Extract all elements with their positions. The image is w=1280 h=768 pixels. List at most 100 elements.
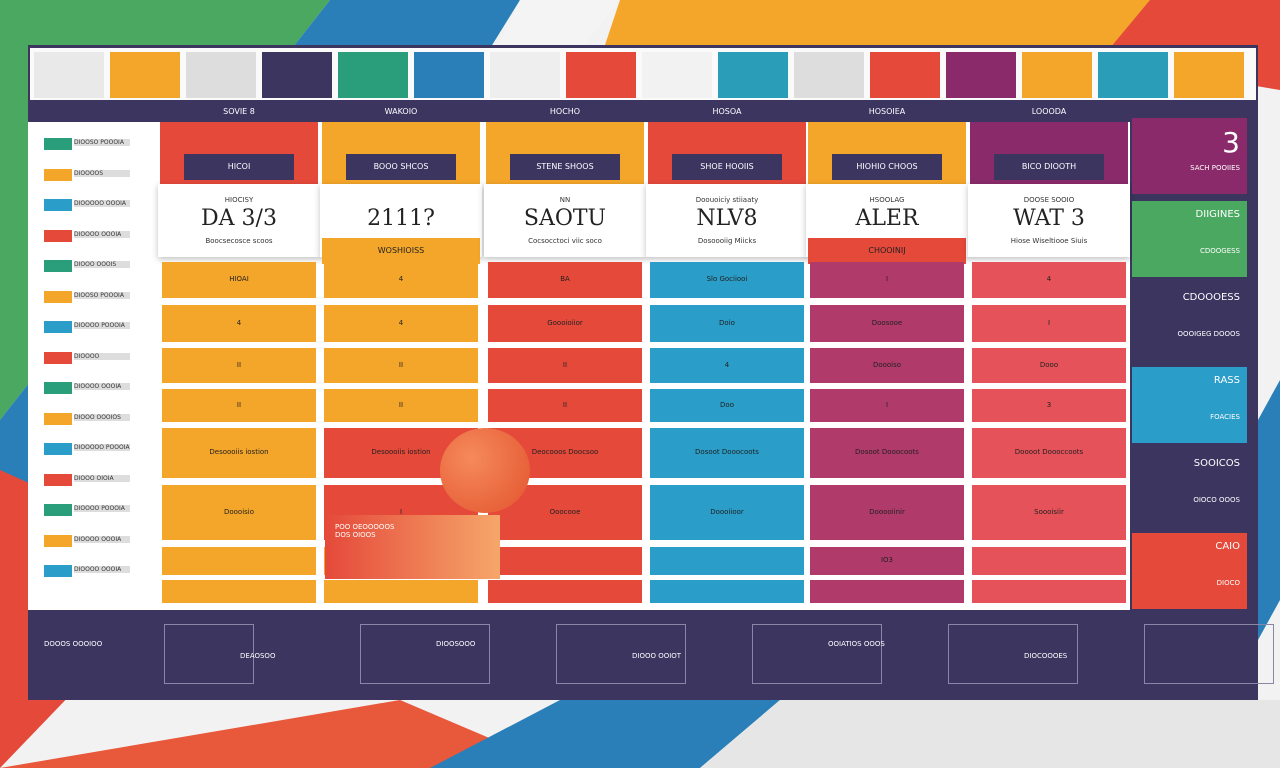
cell <box>972 262 1126 298</box>
cell <box>972 428 1126 478</box>
footer-block <box>1144 624 1274 684</box>
footer-label: DOOOS OOOIOO <box>44 640 103 648</box>
header-tab[interactable]: HOSOA <box>712 107 742 116</box>
cell <box>650 305 804 342</box>
thumbnail <box>870 52 940 98</box>
header-tab[interactable]: LOOODA <box>1031 107 1067 116</box>
cell <box>162 547 316 575</box>
sidebar-icon <box>44 351 72 364</box>
cell <box>324 305 478 342</box>
cell-text: Soooisiir <box>1034 507 1064 516</box>
panel-title: 3 <box>1222 126 1240 159</box>
cell-text: II <box>236 400 242 409</box>
cell-text: Goooioiior <box>547 318 583 327</box>
cell-text: Doooiso <box>872 360 902 369</box>
panel-text: CDOOGESS <box>1199 247 1240 255</box>
column-tag: HICOI <box>184 154 294 180</box>
cell <box>650 485 804 540</box>
thumbnail <box>566 52 636 98</box>
header-bar <box>28 102 1130 122</box>
card-label: DOOSE SOOIO <box>1023 196 1075 204</box>
cell <box>488 305 642 342</box>
card-subtitle: Dosoooiig Miicks <box>697 237 757 245</box>
cell-text: Desoooiis iostion <box>209 448 269 456</box>
footer-label: DIOOO OOIOT <box>632 652 682 660</box>
cell-text: Doosooe <box>871 318 903 327</box>
sidebar-label: DIOOOOS <box>74 169 130 177</box>
sidebar-icon <box>44 321 72 333</box>
header-tab[interactable]: HOCHO <box>549 107 581 116</box>
panel-text: OIOCO OOOS <box>1193 496 1240 504</box>
card-title: SAOTU <box>523 206 607 231</box>
sidebar-label: DIOOO OOOIS <box>74 261 130 268</box>
column-tag: HIOHIO CHOOS <box>832 154 942 180</box>
sidebar-icon <box>44 504 72 516</box>
cell-text: Dosoot Dooocoots <box>855 448 919 456</box>
cell <box>972 485 1126 540</box>
footer-label: DEAOSOO <box>240 652 276 660</box>
sidebar-icon <box>44 168 72 181</box>
cell <box>162 389 316 422</box>
header-tab[interactable]: HOSOIEA <box>868 107 906 116</box>
cell-text: Doooot Doooccoots <box>1014 448 1084 456</box>
overlay-text: POO OEOOOOOS DOS OIOOS <box>335 523 395 539</box>
cell <box>324 580 478 603</box>
card-title: ALER <box>855 206 919 231</box>
cell <box>488 348 642 383</box>
cell <box>810 485 964 540</box>
right-panel <box>1132 118 1247 194</box>
thumbnail <box>642 52 712 98</box>
right-panel <box>1132 201 1247 277</box>
cell-text: II <box>398 360 404 369</box>
cell <box>972 305 1126 342</box>
panel-title: SOOICOS <box>1193 458 1240 469</box>
cell <box>650 428 804 478</box>
cell-text: II <box>562 400 568 409</box>
footer-label: OOIATIOS OOOS <box>828 640 885 648</box>
header-tab[interactable]: SOVIE 8 <box>223 107 255 116</box>
cell <box>810 348 964 383</box>
cell-text: 3 <box>1046 400 1052 409</box>
thumbnail <box>718 52 788 98</box>
cell <box>488 580 642 603</box>
cell <box>650 389 804 422</box>
sidebar-icon <box>44 260 72 272</box>
cell-text: IO3 <box>880 556 894 564</box>
column-card <box>968 184 1130 257</box>
header-tab[interactable]: WAKOIO <box>384 107 418 116</box>
thumbnail <box>414 52 484 98</box>
panel-title: DIIGINES <box>1195 209 1240 220</box>
cell-text: 4 <box>398 318 404 327</box>
cell <box>324 389 478 422</box>
sidebar-icon <box>44 199 72 211</box>
card-band: CHOOINIJ <box>808 238 966 264</box>
cell <box>650 580 804 603</box>
cell-text: II <box>236 360 242 369</box>
thumbnail <box>1098 52 1168 98</box>
thumbnail <box>338 52 408 98</box>
card-subtitle: Hiose Wiseltiooe Siuis <box>1010 237 1088 245</box>
cell <box>810 305 964 342</box>
sidebar-icon <box>44 382 72 394</box>
right-panel <box>1132 450 1247 526</box>
thumbnail <box>794 52 864 98</box>
cell-text: Doooiioor <box>710 507 744 516</box>
cell-text: Doio <box>719 318 735 327</box>
card-label: HIOCISY <box>224 196 254 204</box>
cell-text: Dooooiinir <box>869 507 905 516</box>
footer-block <box>164 624 254 684</box>
sidebar-icon <box>44 534 72 547</box>
cell <box>162 428 316 478</box>
footer-block <box>752 624 882 684</box>
cell <box>488 262 642 298</box>
sidebar-label: DIOOOO OOOIA <box>74 535 130 543</box>
sidebar-label: DIOOO OIOIA <box>74 474 130 482</box>
column-tag: SHOE HOOIIS <box>672 154 782 180</box>
cell <box>972 580 1126 603</box>
footer-block <box>360 624 490 684</box>
cell-text: Dosoot Dooocoots <box>695 448 759 456</box>
cell-text: II <box>562 360 568 369</box>
card-title: DA 3/3 <box>201 206 277 231</box>
thumbnail <box>1022 52 1092 98</box>
cell-text: Dooo <box>1039 360 1059 369</box>
